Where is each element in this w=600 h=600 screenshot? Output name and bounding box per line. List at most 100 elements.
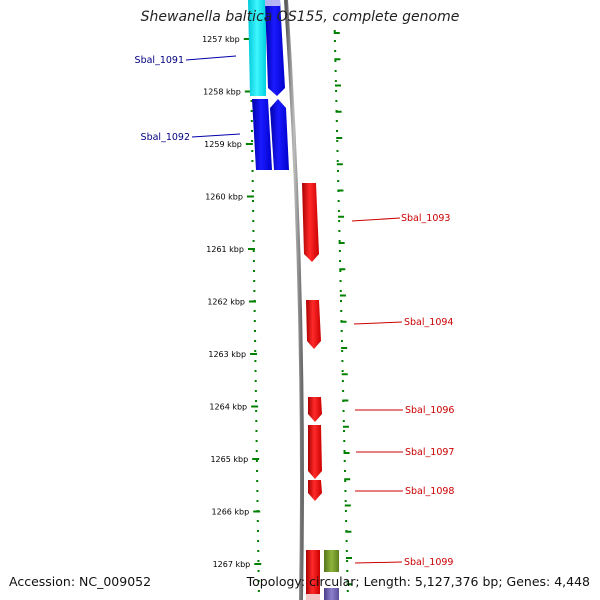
- guide-dot: [257, 560, 260, 562]
- guide-dot: [346, 580, 349, 582]
- guide-dot: [256, 480, 259, 482]
- guide-dot: [338, 230, 341, 232]
- kbp-tick-label: 1262 kbp: [207, 298, 245, 307]
- guide-dot: [253, 320, 256, 322]
- gene-label-sbal-1099: Sbal_1099: [404, 557, 453, 568]
- guide-dot: [337, 210, 340, 212]
- kbp-tick-label: 1258 kbp: [203, 88, 241, 97]
- guide-dot: [346, 560, 349, 562]
- guide-dot: [256, 520, 259, 522]
- gene-sbal-1098[interactable]: Sbal_1098: [308, 480, 454, 501]
- gene-label-sbal-1093: Sbal_1093: [401, 213, 450, 224]
- guide-dot: [256, 530, 259, 532]
- guide-dot: [254, 390, 257, 392]
- gene-label-sbal-1098: Sbal_1098: [405, 486, 454, 497]
- guide-dot: [256, 470, 259, 472]
- guide-dot: [253, 290, 256, 292]
- guide-dot: [333, 40, 336, 42]
- guide-dot: [251, 180, 254, 182]
- guide-dot: [334, 50, 337, 52]
- gene-sbal-1096[interactable]: Sbal_1096: [308, 397, 454, 422]
- guide-dot: [257, 590, 260, 592]
- guide-dot: [251, 150, 254, 152]
- guide-dot: [253, 270, 256, 272]
- guide-dot: [342, 420, 345, 422]
- guide-dot: [338, 220, 341, 222]
- guide-dot: [255, 410, 258, 412]
- guide-dot: [335, 90, 338, 92]
- gene-sbal-1094-leader: [353, 321, 403, 325]
- guide-dot: [341, 370, 344, 372]
- guide-dot: [255, 420, 258, 422]
- guide-dot: [337, 180, 340, 182]
- gene-sbal-1096-arrow: [308, 397, 322, 422]
- gene-sbal-1092[interactable]: Sbal_1092: [141, 99, 289, 170]
- guide-dot: [335, 100, 338, 102]
- guide-dot: [342, 410, 345, 412]
- guide-dot: [339, 280, 342, 282]
- feature-purple: [324, 588, 339, 600]
- gene-sbal-1094-arrow: [306, 300, 321, 349]
- kbp-tick-label: 1260 kbp: [205, 193, 243, 202]
- guide-dot: [336, 160, 339, 162]
- kbp-tick-label: 1267 kbp: [213, 560, 251, 569]
- guide-dot: [250, 130, 253, 132]
- guide-dot: [254, 340, 257, 342]
- guide-dot: [340, 330, 343, 332]
- guide-dot: [255, 450, 258, 452]
- guide-dot: [250, 100, 253, 102]
- guide-dot: [333, 30, 336, 32]
- gene-sbal-1092-arrow-outer: [270, 99, 289, 170]
- guide-dot: [252, 240, 255, 242]
- guide-dot: [336, 140, 339, 142]
- guide-dot: [342, 390, 345, 392]
- kbp-tick-label: 1259 kbp: [204, 140, 242, 149]
- feature-olive: [324, 550, 339, 572]
- kbp-tick-label: 1257 kbp: [202, 35, 240, 44]
- guide-dot: [337, 200, 340, 202]
- guide-dot: [339, 260, 342, 262]
- gene-sbal-1093[interactable]: Sbal_1093: [302, 183, 450, 262]
- guide-dot: [254, 380, 257, 382]
- guide-dot: [250, 110, 253, 112]
- guide-dot: [257, 580, 260, 582]
- guide-dot: [346, 570, 349, 572]
- guide-dot: [251, 190, 254, 192]
- guide-dot: [255, 430, 258, 432]
- guide-dot: [343, 430, 346, 432]
- guide-dot: [339, 290, 342, 292]
- guide-dot: [250, 120, 253, 122]
- gene-label-sbal-1092: Sbal_1092: [141, 132, 190, 143]
- guide-dot: [335, 120, 338, 122]
- guide-dot: [252, 230, 255, 232]
- gene-sbal-1099[interactable]: Sbal_1099: [306, 550, 453, 600]
- gene-sbal-1091[interactable]: Sbal_1091: [135, 0, 285, 96]
- guide-dot: [338, 240, 341, 242]
- guide-dot: [253, 310, 256, 312]
- gene-sbal-1091-leader: [185, 55, 237, 61]
- guide-dot: [336, 170, 339, 172]
- kbp-ruler: 1257 kbp 1258 kbp 1259 kbp 1260 kbp 1261 kbp…: [202, 35, 262, 569]
- guide-dot: [345, 540, 348, 542]
- gene-label-sbal-1096: Sbal_1096: [405, 405, 454, 416]
- gene-sbal-1099-leader: [354, 561, 403, 564]
- gene-sbal-1097-arrow: [308, 425, 322, 479]
- accession-text: Accession: NC_009052: [9, 574, 152, 589]
- guide-dot: [251, 160, 254, 162]
- guide-dot: [334, 60, 337, 62]
- gene-sbal-1094[interactable]: Sbal_1094: [306, 300, 453, 349]
- gene-sbal-1097[interactable]: Sbal_1097: [308, 425, 454, 479]
- guide-dot: [339, 270, 342, 272]
- guide-dot: [341, 350, 344, 352]
- guide-dot: [344, 510, 347, 512]
- guide-dot: [344, 500, 347, 502]
- guide-dot: [336, 150, 339, 152]
- topology-text: Topology: circular; Length: 5,127,376 bp…: [246, 574, 590, 589]
- guide-dot: [343, 440, 346, 442]
- guide-dot: [345, 520, 348, 522]
- guide-dot: [255, 440, 258, 442]
- guide-dot: [338, 250, 341, 252]
- genome-title: Shewanella baltica OS155, complete genom…: [140, 9, 460, 25]
- guide-dot: [336, 130, 339, 132]
- gene-sbal-1093-arrow: [302, 183, 319, 262]
